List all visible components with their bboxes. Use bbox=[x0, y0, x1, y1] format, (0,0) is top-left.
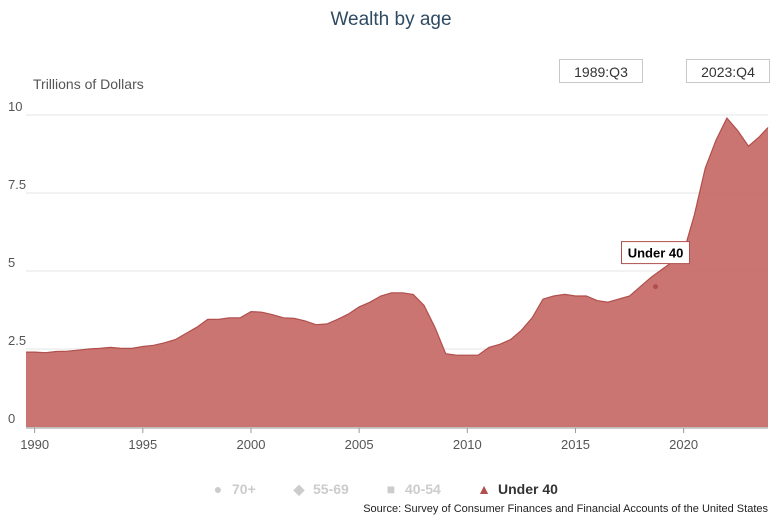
x-tick-label: 2000 bbox=[237, 437, 266, 452]
series-area bbox=[26, 118, 768, 427]
chart-title: Wealth by age bbox=[330, 9, 452, 30]
tooltip-label: Under 40 bbox=[628, 246, 684, 261]
y-tick-label: 7.5 bbox=[8, 177, 26, 192]
x-tick-label: 2005 bbox=[345, 437, 374, 452]
source-note: Source: Survey of Consumer Finances and … bbox=[363, 503, 768, 515]
range-end-input[interactable]: 2023:Q4 bbox=[686, 59, 770, 83]
tooltip-point bbox=[653, 284, 659, 290]
legend-item-40-54[interactable]: ■ 40-54 bbox=[383, 478, 441, 500]
legend-label: 55-69 bbox=[313, 481, 349, 497]
x-tick-label: 2015 bbox=[561, 437, 590, 452]
legend-item-under-40[interactable]: ▲ Under 40 bbox=[476, 478, 558, 500]
tooltip-box bbox=[621, 241, 691, 265]
legend-label: 40-54 bbox=[405, 481, 441, 497]
tooltip: Under 40 bbox=[621, 241, 691, 290]
legend-label: 70+ bbox=[232, 481, 256, 497]
x-tick-label: 2020 bbox=[669, 437, 698, 452]
series-line bbox=[26, 117, 769, 356]
y-tick-label: 5 bbox=[8, 255, 15, 270]
x-tick-labels: 1990 1995 2000 2005 2010 2015 2020 bbox=[20, 428, 698, 452]
triangle-icon: ▲ bbox=[477, 481, 491, 497]
x-tick-label: 1990 bbox=[20, 437, 49, 452]
series-areas bbox=[26, 117, 769, 427]
y-axis-label: Trillions of Dollars bbox=[33, 76, 144, 92]
legend-item-55-69[interactable]: ◆ 55-69 bbox=[291, 478, 349, 500]
y-tick-labels: 0 2.5 5 7.5 10 bbox=[8, 99, 26, 426]
x-tick-label: 2010 bbox=[453, 437, 482, 452]
circle-icon: ● bbox=[213, 481, 223, 497]
legend-item-70-plus[interactable]: ● 70+ bbox=[210, 478, 256, 500]
legend-label: Under 40 bbox=[498, 481, 558, 497]
x-tick-label: 1995 bbox=[128, 437, 157, 452]
y-tick-label: 0 bbox=[8, 411, 15, 426]
range-start-input[interactable]: 1989:Q3 bbox=[559, 59, 643, 83]
y-tick-label: 10 bbox=[8, 99, 22, 114]
square-icon: ■ bbox=[386, 481, 396, 497]
y-tick-label: 2.5 bbox=[8, 333, 26, 348]
diamond-icon: ◆ bbox=[293, 481, 305, 497]
legend: ● 70+ ◆ 55-69 ■ 40-54 ▲ Under 40 bbox=[0, 478, 782, 500]
